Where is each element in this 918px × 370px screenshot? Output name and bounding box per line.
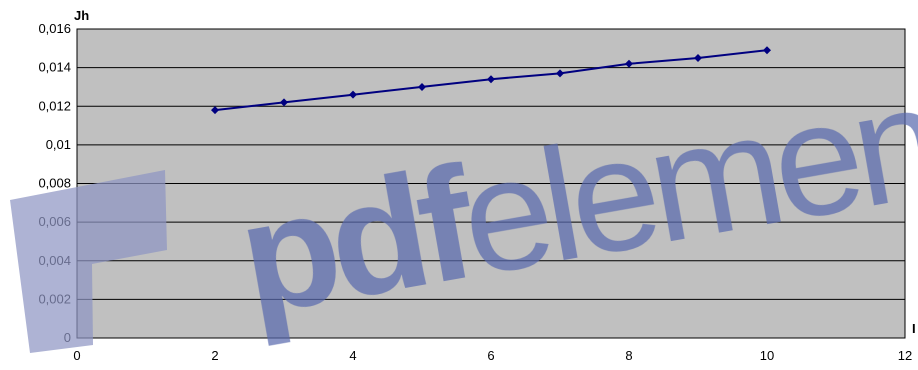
y-axis-label: Jh (74, 8, 89, 23)
data-point (280, 98, 288, 107)
y-tick-label: 0,012 (38, 98, 71, 113)
watermark-bold-text: pdf (227, 132, 488, 349)
x-axis-label: I (912, 321, 916, 336)
x-tick-label: 6 (487, 348, 494, 363)
y-tick-label: 0,008 (38, 176, 71, 191)
data-point (418, 82, 426, 91)
x-tick-label: 10 (760, 348, 774, 363)
x-tick-label: 0 (73, 348, 80, 363)
y-tick-label: 0,016 (38, 21, 71, 36)
pdfelement-logo-icon (10, 170, 167, 353)
series-layer (211, 46, 771, 115)
gridlines (77, 28, 905, 300)
data-point (625, 59, 633, 68)
data-point (349, 90, 357, 99)
data-point (763, 46, 771, 55)
data-point (487, 75, 495, 84)
data-point (694, 53, 702, 62)
x-tick-labels: 0 2 4 6 8 10 12 (73, 348, 912, 363)
y-tick-label: 0,01 (46, 137, 71, 152)
x-tick-label: 12 (898, 348, 912, 363)
x-tick-label: 8 (625, 348, 632, 363)
x-tick-label: 2 (211, 348, 218, 363)
y-tick-label: 0,014 (38, 60, 71, 75)
data-point (211, 106, 219, 115)
x-tick-label: 4 (349, 348, 356, 363)
data-point (556, 69, 564, 78)
